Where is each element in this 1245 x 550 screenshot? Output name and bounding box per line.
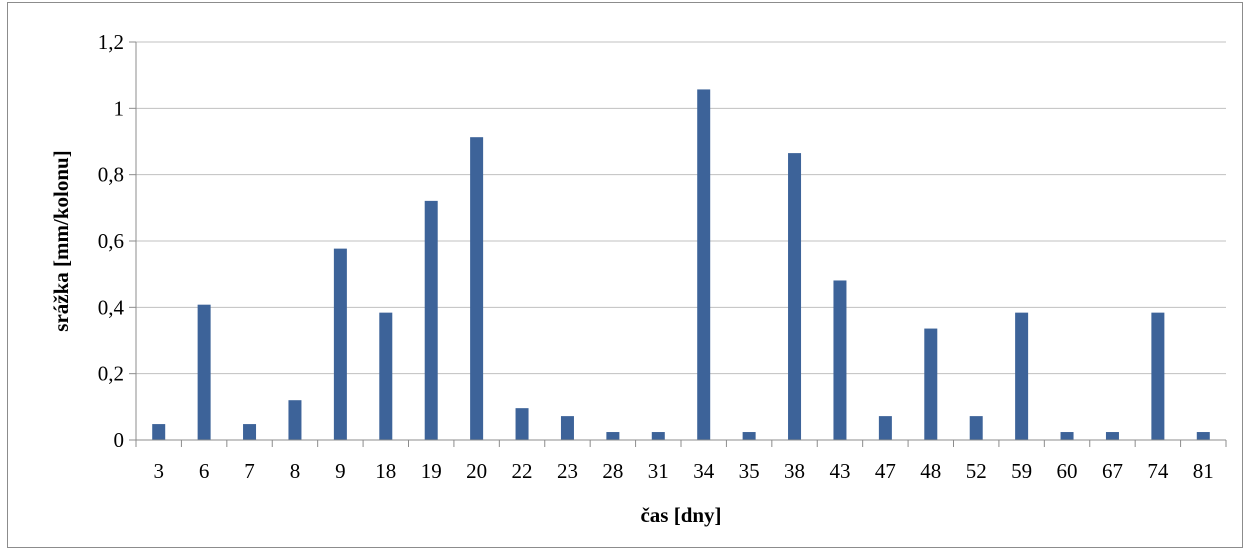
- x-tick-label: 23: [557, 459, 578, 483]
- x-tick-labels: 3 6 7 8 9 18 19 20 22 23 28 31 34 35 38 43 47 48 52 59 60 67 7…: [153, 459, 1213, 483]
- x-tick-label: 7: [244, 459, 255, 483]
- bar: [788, 153, 802, 440]
- bar: [651, 432, 665, 440]
- bar: [969, 416, 983, 440]
- gridlines: [129, 41, 1226, 441]
- bar: [1151, 312, 1165, 440]
- y-tick-label: 1,2: [98, 30, 124, 54]
- x-tick-label: 8: [290, 459, 301, 483]
- x-tick-label: 43: [829, 459, 850, 483]
- y-tick-labels: 0 0,2 0,4 0,6 0,8 1 1,2: [98, 30, 125, 452]
- x-tick-label: 20: [466, 459, 487, 483]
- x-tick-label: 48: [920, 459, 941, 483]
- y-tick-label: 0: [114, 428, 125, 452]
- bar: [742, 432, 756, 440]
- y-tick-label: 1: [114, 96, 125, 120]
- bar: [697, 89, 711, 440]
- x-tick-label: 74: [1147, 459, 1169, 483]
- x-tick-label: 31: [648, 459, 669, 483]
- axes: [135, 42, 1227, 447]
- bar: [878, 416, 892, 440]
- bar: [243, 424, 257, 440]
- x-tick-label: 19: [421, 459, 442, 483]
- bar: [1105, 432, 1119, 440]
- bar: [333, 248, 347, 440]
- x-axis-title: čas [dny]: [640, 503, 721, 527]
- bar: [1060, 432, 1074, 440]
- x-tick-label: 18: [375, 459, 396, 483]
- y-tick-label: 0,8: [98, 163, 124, 187]
- x-tick-label: 81: [1193, 459, 1214, 483]
- x-tick-label: 60: [1057, 459, 1078, 483]
- bar: [833, 280, 847, 440]
- x-tick-label: 22: [512, 459, 533, 483]
- bar: [424, 200, 438, 440]
- bar: [288, 400, 302, 440]
- bar: [1015, 312, 1029, 440]
- y-tick-label: 0,4: [98, 295, 125, 319]
- x-tick-label: 35: [739, 459, 760, 483]
- y-axis-title: srážka [mm/kolonu]: [49, 150, 73, 331]
- bar: [152, 424, 166, 440]
- chart-frame: [7, 2, 1243, 548]
- bar: [470, 137, 484, 440]
- x-tick-label: 3: [153, 459, 164, 483]
- x-tick-label: 67: [1102, 459, 1123, 483]
- x-tick-label: 28: [602, 459, 623, 483]
- y-tick-label: 0,6: [98, 229, 124, 253]
- bars: [152, 89, 1210, 440]
- bar: [606, 432, 620, 440]
- x-tick-label: 38: [784, 459, 805, 483]
- x-tick-label: 6: [199, 459, 210, 483]
- bar: [924, 328, 938, 440]
- bar: [515, 408, 529, 440]
- x-tick-label: 34: [693, 459, 715, 483]
- x-tick-label: 59: [1011, 459, 1032, 483]
- bar: [1196, 432, 1210, 440]
- x-tick-label: 52: [966, 459, 987, 483]
- bar: [379, 312, 393, 440]
- x-tick-label: 9: [335, 459, 346, 483]
- y-tick-label: 0,2: [98, 362, 124, 386]
- bar: [197, 304, 211, 440]
- bar: [560, 416, 574, 440]
- x-tick-label: 47: [875, 459, 896, 483]
